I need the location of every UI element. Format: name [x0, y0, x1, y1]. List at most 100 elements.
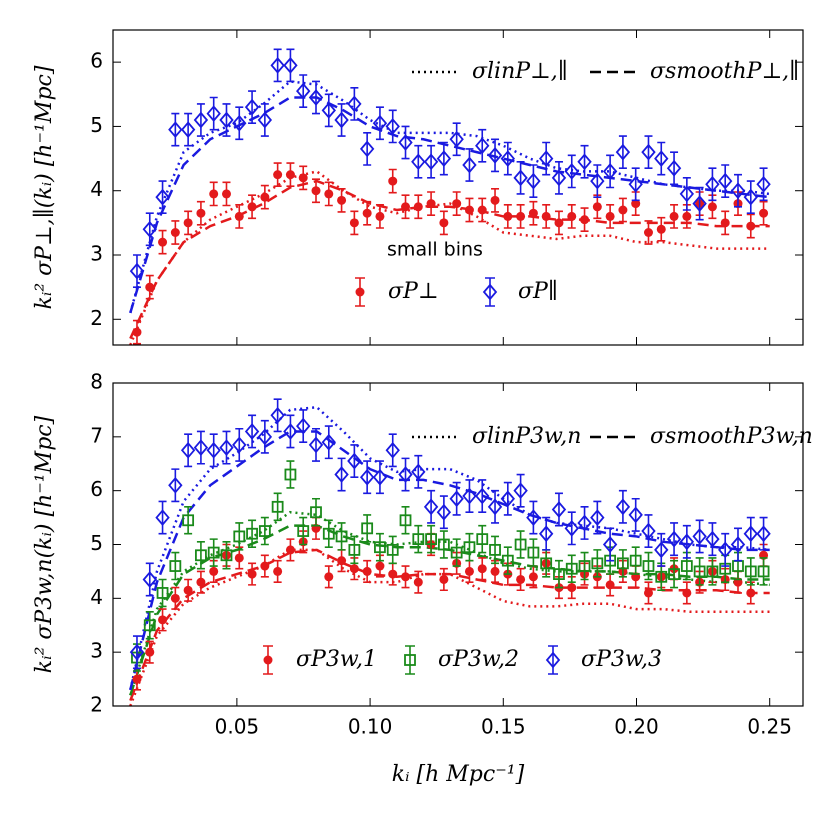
x-tick-label: 0.15	[481, 715, 526, 739]
marker	[490, 566, 500, 576]
y-tick-label: 6	[90, 49, 103, 73]
error-bar	[350, 87, 359, 121]
marker	[372, 114, 388, 132]
marker	[756, 175, 771, 193]
marker	[143, 619, 156, 632]
marker	[244, 423, 260, 440]
marker	[591, 557, 604, 570]
error-bar	[759, 516, 768, 551]
error-bar	[363, 460, 372, 495]
marker	[209, 566, 219, 576]
marker	[553, 568, 565, 581]
error-bar	[209, 433, 218, 468]
error-bar	[337, 522, 346, 551]
marker	[436, 503, 452, 521]
marker	[590, 509, 605, 526]
marker	[156, 587, 169, 599]
error-bar	[235, 522, 244, 551]
error-bar	[312, 427, 321, 462]
error-bar	[158, 578, 167, 608]
marker	[718, 541, 733, 559]
marker	[487, 498, 503, 516]
marker	[142, 220, 157, 238]
plot-frame	[112, 29, 804, 346]
marker	[388, 176, 398, 186]
marker	[321, 101, 336, 119]
marker	[247, 202, 257, 212]
error-bar	[759, 167, 768, 202]
marker	[475, 137, 490, 155]
marker	[170, 593, 180, 603]
error-bar	[721, 164, 730, 198]
marker	[145, 282, 155, 292]
error-bar	[746, 516, 755, 551]
marker	[464, 205, 474, 215]
error-bar	[260, 516, 269, 546]
marker	[348, 543, 361, 556]
marker	[605, 580, 615, 590]
marker	[206, 105, 221, 122]
marker	[375, 561, 385, 571]
marker	[372, 468, 388, 486]
error-bar	[670, 151, 679, 186]
marker	[577, 514, 592, 532]
error-bar	[312, 80, 321, 115]
error-bar	[593, 500, 602, 535]
y-axis-label: kᵢ² σP⊥,∥(kᵢ) [h⁻¹Mpc]	[32, 65, 57, 309]
error-bar	[286, 460, 295, 489]
marker	[449, 490, 464, 508]
marker	[322, 527, 335, 540]
marker	[361, 522, 374, 535]
marker	[271, 500, 284, 513]
marker	[592, 202, 602, 212]
marker	[705, 530, 720, 548]
error-bar	[132, 254, 141, 288]
marker	[168, 121, 183, 139]
marker	[477, 205, 487, 215]
legend-label: σP∥	[518, 279, 558, 304]
error-bar	[324, 519, 333, 548]
marker	[590, 172, 605, 190]
error-bar	[184, 433, 193, 468]
marker	[398, 134, 413, 151]
error-bar	[209, 96, 218, 131]
error-bar	[516, 530, 525, 559]
error-bar	[337, 457, 346, 492]
marker	[412, 533, 425, 546]
marker	[388, 569, 398, 579]
marker	[193, 111, 209, 129]
marker	[526, 172, 541, 190]
marker	[401, 202, 411, 212]
legend-label: σP3w,2	[438, 647, 519, 672]
marker	[501, 554, 514, 567]
error-bar	[299, 516, 308, 546]
marker	[206, 441, 221, 459]
marker	[475, 487, 490, 505]
marker	[707, 202, 717, 212]
marker	[337, 556, 347, 566]
marker	[247, 569, 257, 579]
legend-error-bar	[548, 645, 558, 675]
error-bar	[324, 93, 333, 128]
error-bar	[746, 180, 755, 215]
error-bar	[695, 557, 704, 586]
marker	[401, 572, 411, 582]
error-bar	[196, 430, 205, 465]
error-bar	[593, 549, 602, 578]
marker	[362, 566, 372, 576]
marker	[399, 514, 412, 527]
error-bar	[145, 610, 154, 640]
error-bar	[427, 144, 436, 179]
error-bar	[503, 141, 512, 176]
error-bar	[260, 103, 269, 137]
marker	[615, 498, 631, 516]
error-bar	[145, 212, 154, 247]
marker	[129, 262, 145, 280]
legend-marker	[404, 654, 416, 666]
error-bar	[657, 141, 666, 176]
error-bar	[516, 473, 525, 508]
error-bar	[248, 90, 257, 125]
marker	[170, 228, 180, 237]
marker	[513, 169, 528, 187]
marker	[643, 588, 653, 598]
